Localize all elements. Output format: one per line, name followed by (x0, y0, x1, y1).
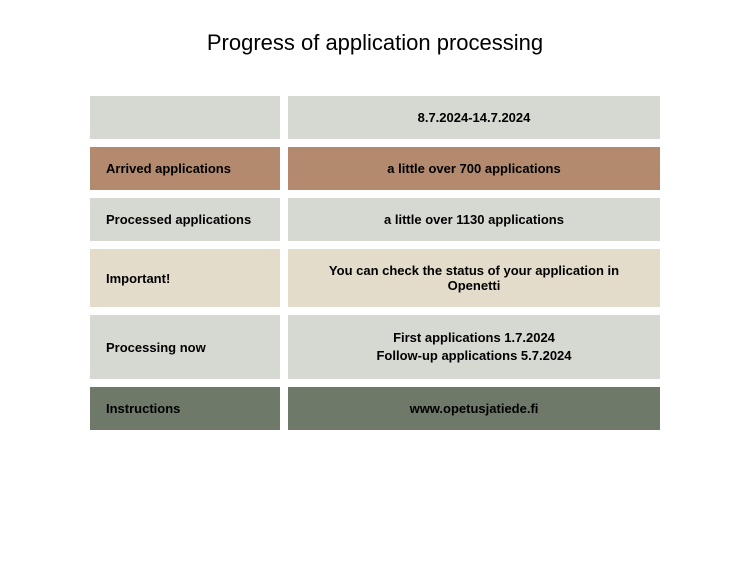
cell-value-arrived: a little over 700 applications (288, 147, 660, 190)
cell-value-important: You can check the status of your applica… (288, 249, 660, 307)
cell-value-processing-now: First applications 1.7.2024 Follow-up ap… (288, 315, 660, 379)
table-row-processing-now: Processing now First applications 1.7.20… (90, 315, 660, 379)
status-table: 8.7.2024-14.7.2024 Arrived applications … (90, 96, 660, 430)
cell-label-instructions: Instructions (90, 387, 280, 430)
cell-value-dates: 8.7.2024-14.7.2024 (288, 96, 660, 139)
cell-label-dates (90, 96, 280, 139)
page-title: Progress of application processing (90, 30, 660, 56)
table-row-instructions: Instructions www.opetusjatiede.fi (90, 387, 660, 430)
cell-value-instructions: www.opetusjatiede.fi (288, 387, 660, 430)
cell-label-important: Important! (90, 249, 280, 307)
processing-now-line2: Follow-up applications 5.7.2024 (376, 347, 571, 365)
table-row-important: Important! You can check the status of y… (90, 249, 660, 307)
table-row-dates: 8.7.2024-14.7.2024 (90, 96, 660, 139)
cell-label-processed: Processed applications (90, 198, 280, 241)
cell-label-processing-now: Processing now (90, 315, 280, 379)
cell-label-arrived: Arrived applications (90, 147, 280, 190)
table-row-arrived: Arrived applications a little over 700 a… (90, 147, 660, 190)
processing-now-line1: First applications 1.7.2024 (376, 329, 571, 347)
cell-value-processed: a little over 1130 applications (288, 198, 660, 241)
processing-now-lines: First applications 1.7.2024 Follow-up ap… (376, 329, 571, 365)
table-row-processed: Processed applications a little over 113… (90, 198, 660, 241)
infographic-container: Progress of application processing 8.7.2… (0, 0, 750, 460)
